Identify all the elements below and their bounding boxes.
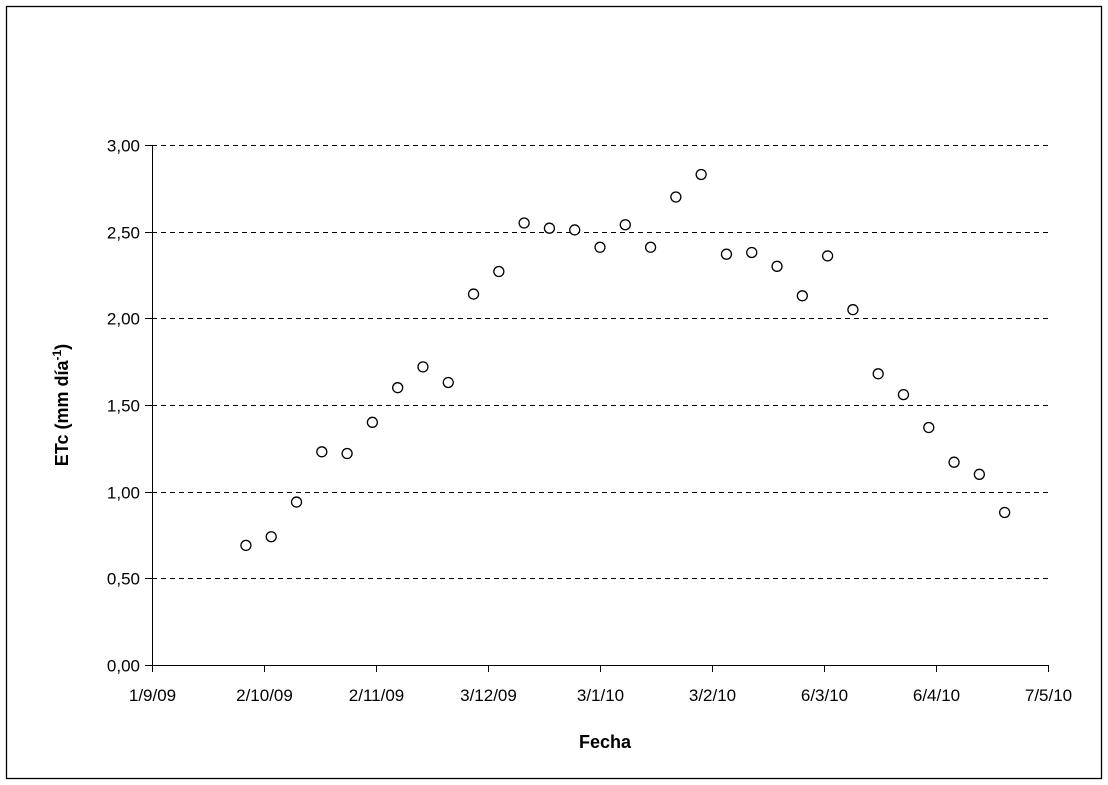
data-point — [442, 376, 454, 389]
data-point — [417, 361, 429, 373]
y-tick-label: 2,00 — [107, 310, 140, 329]
data-point — [619, 219, 631, 231]
data-point — [543, 222, 556, 234]
y-tick-labels: 0,00 0,50 1,00 1,50 2,00 2,50 3,00 — [107, 137, 140, 676]
x-tick-label: 3/1/10 — [577, 686, 624, 705]
x-tick-label: 1/9/09 — [129, 686, 176, 705]
x-tick-label: 6/3/10 — [801, 686, 848, 705]
y-axis-title-superscript: -1 — [50, 349, 64, 360]
y-tick-label: 1,50 — [107, 397, 140, 416]
data-point — [670, 191, 682, 203]
y-tick-label: 0,50 — [107, 570, 140, 589]
chart-border — [5, 5, 1103, 780]
y-tick-label: 1,00 — [107, 484, 140, 503]
x-tick-label: 2/11/09 — [349, 686, 404, 705]
data-points — [240, 168, 1011, 552]
axes — [145, 145, 1049, 672]
y-axis-title: ETc (mm día-1) — [50, 344, 72, 466]
x-tick-label: 7/5/10 — [1025, 686, 1072, 705]
data-point — [897, 388, 910, 401]
data-point — [695, 168, 707, 181]
data-point — [872, 368, 884, 380]
data-point — [948, 456, 960, 468]
data-point — [265, 531, 277, 543]
x-tick-labels: 1/9/09 2/10/09 2/11/09 3/12/09 3/1/10 3/2/10 6… — [129, 686, 1072, 705]
data-point — [998, 506, 1011, 519]
x-axis-title: Fecha — [579, 732, 632, 752]
data-point — [746, 246, 758, 259]
data-point — [518, 217, 530, 229]
data-point — [392, 382, 404, 394]
data-point — [290, 496, 303, 508]
data-point — [240, 539, 252, 552]
data-point — [316, 446, 328, 458]
y-axis-title-close: ) — [52, 344, 72, 350]
data-point — [569, 224, 581, 236]
y-tick-label: 3,00 — [107, 137, 140, 156]
data-point — [796, 290, 808, 302]
data-point — [493, 265, 505, 278]
x-tick-label: 6/4/10 — [913, 686, 960, 705]
data-point — [366, 416, 379, 428]
data-point — [467, 288, 480, 300]
data-point — [973, 468, 986, 480]
data-point — [847, 304, 859, 316]
data-point — [720, 248, 733, 260]
data-point — [923, 421, 935, 434]
data-point — [821, 250, 834, 262]
data-point — [341, 447, 353, 460]
y-tick-label: 0,00 — [107, 657, 140, 676]
x-tick-label: 3/12/09 — [460, 686, 517, 705]
data-point — [594, 241, 606, 253]
y-tick-label: 2,50 — [107, 224, 140, 243]
data-point — [771, 260, 783, 272]
x-tick-label: 3/2/10 — [689, 686, 736, 705]
x-tick-label: 2/10/09 — [236, 686, 293, 705]
y-axis-title-main: ETc (mm día — [52, 360, 72, 467]
data-point — [644, 241, 657, 253]
